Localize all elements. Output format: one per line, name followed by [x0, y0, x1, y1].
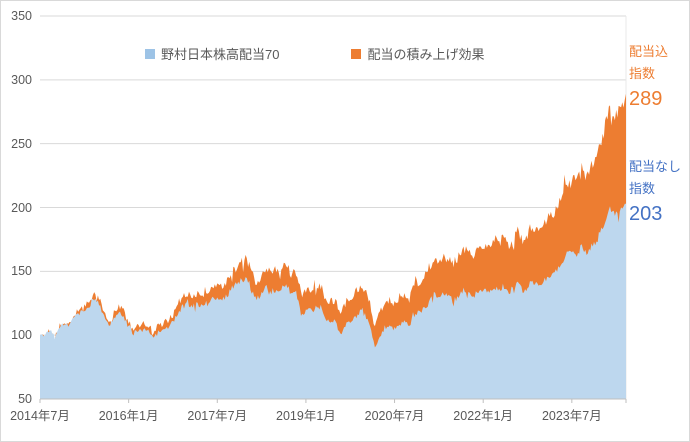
- annotation-total-return-index: 配当込 指数 289: [629, 41, 689, 111]
- annotation-price-index-label-line1: 配当なし: [629, 159, 682, 174]
- x-axis-label-3: 2019年1月: [276, 409, 336, 423]
- y-axis-label-300: 300: [11, 72, 32, 87]
- y-axis-label-200: 200: [11, 200, 32, 215]
- legend-item-price-index: 野村日本株高配当70: [145, 44, 279, 63]
- annotation-price-index: 配当なし 指数 203: [629, 156, 689, 226]
- annotation-total-return-value: 289: [629, 88, 663, 110]
- y-axis-label-250: 250: [11, 136, 32, 151]
- x-axis-label-6: 2023年7月: [541, 409, 602, 423]
- annotation-total-return-label-line2: 指数: [629, 66, 656, 81]
- legend-label-dividend-effect: 配当の積み上げ効果: [367, 47, 485, 62]
- x-axis-label-4: 2020年7月: [364, 409, 425, 423]
- legend-item-dividend-effect: 配当の積み上げ効果: [351, 44, 484, 63]
- y-axis-label-50: 50: [18, 392, 32, 406]
- annotation-total-return-label-line1: 配当込: [629, 44, 669, 59]
- x-axis-label-0: 2014年7月: [10, 409, 70, 423]
- legend-label-price-index: 野村日本株高配当70: [161, 47, 280, 62]
- x-axis-label-2: 2017年7月: [187, 409, 248, 423]
- area-price-index: [40, 203, 626, 399]
- legend-swatch-dividend-effect: [351, 48, 362, 59]
- y-axis-label-100: 100: [11, 328, 32, 343]
- annotation-price-index-value: 203: [629, 203, 663, 225]
- y-axis-label-350: 350: [11, 9, 32, 23]
- y-axis-label-150: 150: [11, 264, 32, 279]
- legend-swatch-price-index: [145, 48, 155, 59]
- x-axis-label-5: 2022年1月: [453, 409, 514, 423]
- x-axis-label-1: 2016年1月: [98, 409, 159, 423]
- legend: 野村日本株高配当70 配当の積み上げ効果: [145, 44, 484, 63]
- annotation-price-index-label-line2: 指数: [629, 181, 656, 196]
